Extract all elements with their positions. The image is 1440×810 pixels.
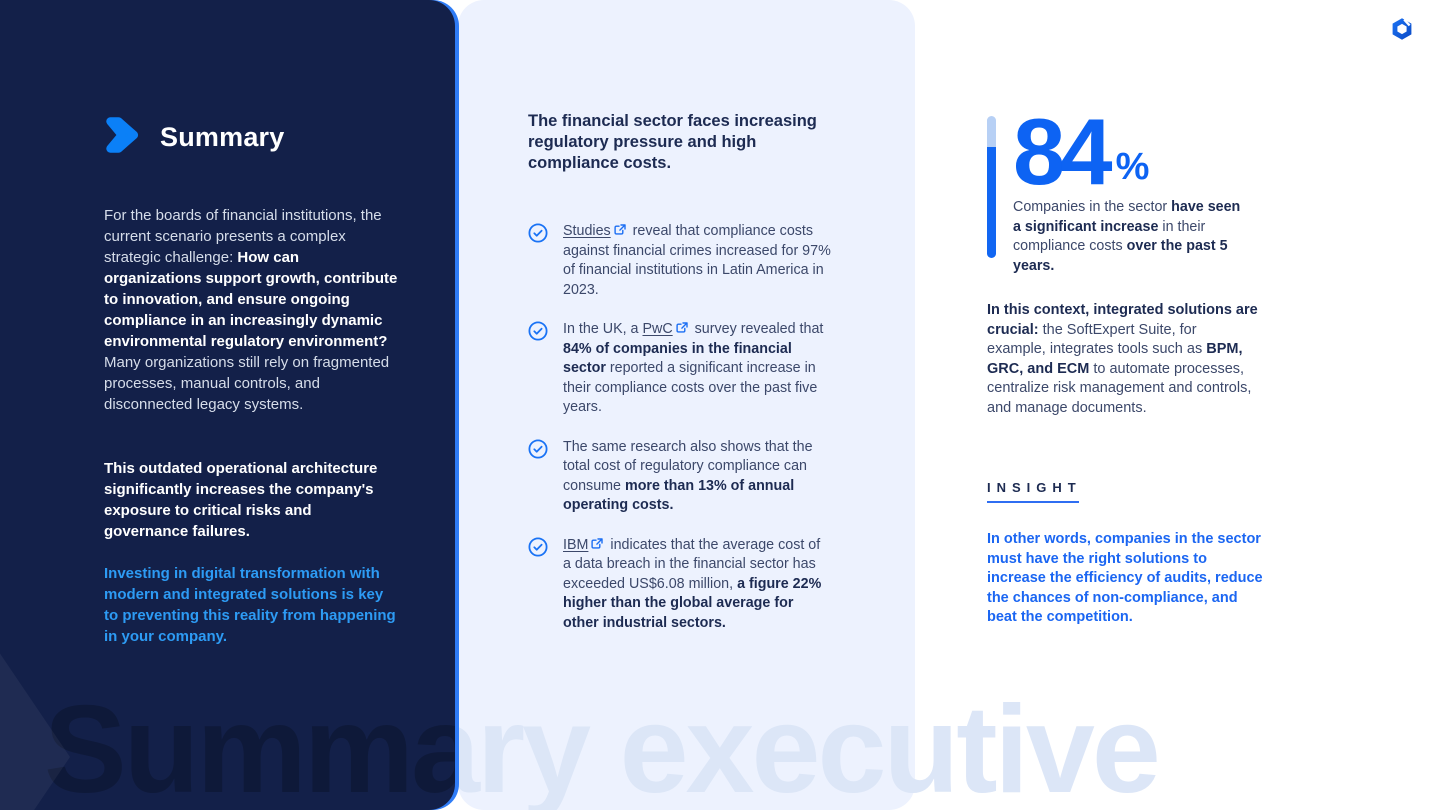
insight-text: In other words, companies in the sector …	[987, 531, 1263, 626]
link-pwc[interactable]: PwC	[642, 321, 673, 337]
external-link-icon	[614, 223, 626, 235]
check-circle-icon	[528, 536, 548, 562]
list-item: The same research also shows that the to…	[528, 438, 844, 516]
bullet-text: Studies reveal that compliance costs aga…	[563, 223, 831, 298]
chevron-watermark	[0, 652, 70, 810]
insight-label: INSIGHT	[987, 480, 1082, 495]
stat-caption: Companies in the sector have seen a sign…	[1013, 199, 1241, 274]
check-circle-icon	[528, 223, 548, 248]
stat-accent-bar	[987, 116, 996, 258]
link-ibm[interactable]: IBM	[563, 536, 589, 553]
summary-panel: Summary executive Summary For the boards…	[0, 0, 455, 810]
check-circle-icon	[528, 321, 548, 346]
bullet-text: In the UK, a PwC survey revealed that 84…	[563, 321, 824, 415]
stat-value: 84	[1013, 99, 1113, 204]
middle-panel	[458, 0, 915, 810]
summary-paragraph-1: For the boards of financial institutions…	[104, 207, 398, 413]
insight-underline	[987, 501, 1079, 503]
softexpert-logo-icon	[1390, 17, 1414, 41]
list-item: In the UK, a PwC survey revealed that 84…	[528, 320, 844, 418]
external-link-icon	[676, 321, 688, 333]
stat-block: 84 % Companies in the sector have seen a…	[987, 99, 1241, 276]
link-studies[interactable]: Studies	[563, 223, 611, 239]
bullet-text: The same research also shows that the to…	[563, 438, 813, 514]
stat-unit: %	[1115, 146, 1150, 188]
bullet-text: IBM indicates that the average cost of a…	[563, 536, 822, 631]
summary-paragraph-3: Investing in digital transformation with…	[104, 565, 396, 645]
middle-heading: The financial sector faces increasing re…	[528, 112, 817, 172]
chevron-icon	[104, 116, 144, 159]
compliance-bullet-list: Studies reveal that compliance costs aga…	[528, 222, 844, 633]
list-item: Studies reveal that compliance costs aga…	[528, 222, 844, 300]
external-link-icon	[591, 537, 604, 549]
watermark-text-dark: Summary executive	[44, 681, 455, 810]
page-title: Summary	[160, 122, 285, 152]
summary-header: Summary	[104, 116, 284, 159]
list-item: IBM indicates that the average cost of a…	[528, 536, 844, 634]
context-paragraph: In this context, integrated solutions ar…	[987, 302, 1258, 416]
summary-paragraph-2: This outdated operational architecture s…	[104, 460, 378, 540]
check-circle-icon	[528, 438, 548, 464]
